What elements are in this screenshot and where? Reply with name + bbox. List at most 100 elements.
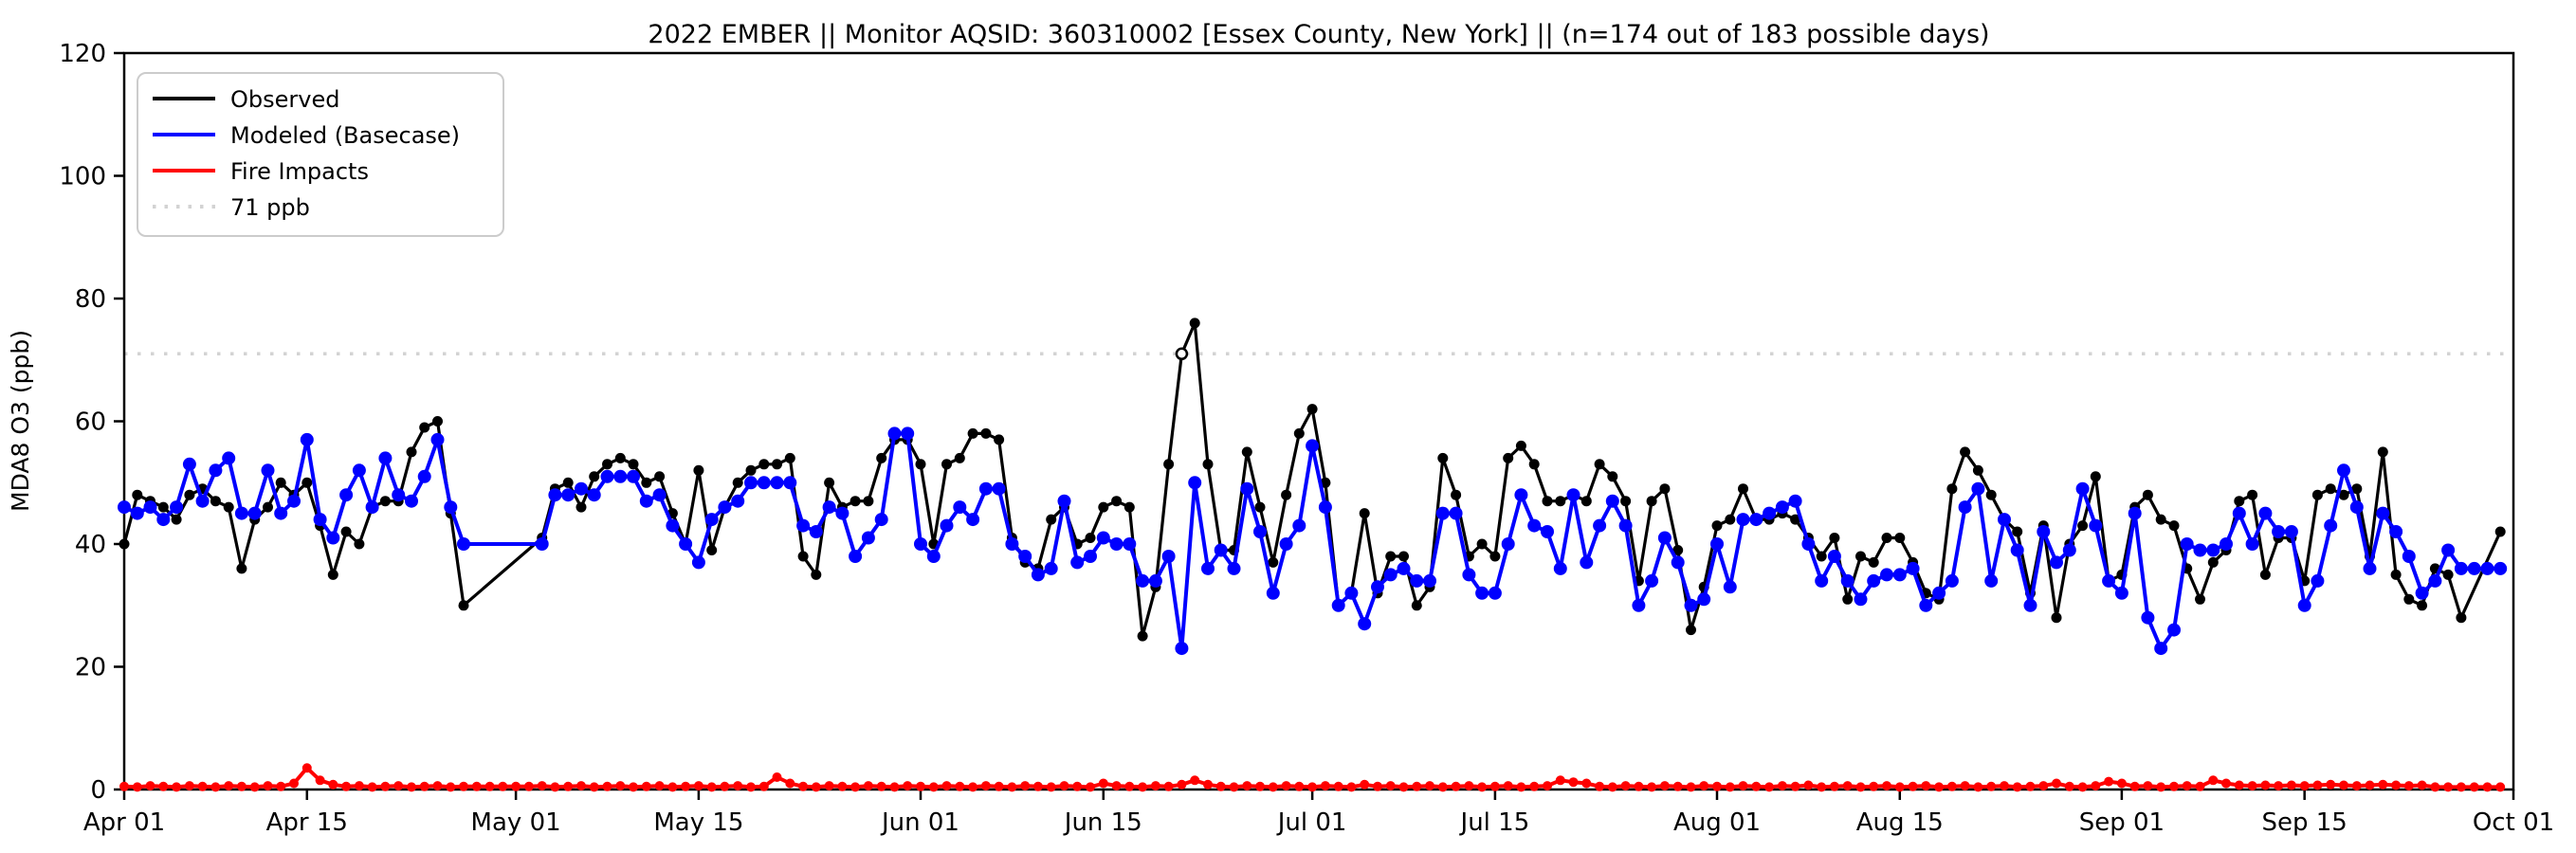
- data-point-modeled: [118, 500, 131, 515]
- data-point-modeled: [613, 469, 628, 483]
- data-point-modeled: [352, 463, 366, 478]
- data-point-fire: [2000, 781, 2009, 791]
- data-point-fire: [2234, 780, 2244, 790]
- data-point-modeled: [130, 506, 144, 520]
- data-point-observed: [419, 422, 430, 433]
- legend-box: [137, 72, 504, 237]
- data-point-modeled: [731, 494, 745, 508]
- data-point-modeled: [887, 426, 902, 441]
- data-point-observed: [863, 496, 874, 507]
- data-point-fire: [681, 781, 691, 791]
- data-point-modeled: [2376, 506, 2390, 520]
- data-point-modeled: [1763, 506, 1777, 520]
- data-point-fire: [1294, 781, 1305, 791]
- data-point-fire: [772, 772, 782, 782]
- data-point-modeled: [156, 513, 171, 527]
- data-point-observed: [745, 464, 757, 476]
- data-point-fire: [1568, 777, 1579, 788]
- data-point-observed: [2325, 483, 2336, 495]
- data-point-observed: [184, 489, 195, 500]
- data-point-observed: [1816, 551, 1827, 562]
- data-point-observed: [2234, 496, 2245, 507]
- data-point-fire: [916, 781, 925, 791]
- data-point-modeled: [1227, 561, 1241, 575]
- data-point-modeled: [2363, 561, 2377, 575]
- data-point-fire: [1138, 782, 1148, 792]
- data-point-fire: [1203, 779, 1213, 789]
- data-point-modeled: [2480, 561, 2494, 575]
- data-point-fire: [1647, 782, 1657, 792]
- data-point-fire: [1725, 782, 1735, 792]
- data-point-fire: [1007, 782, 1017, 792]
- data-point-modeled: [1867, 573, 1881, 588]
- data-point-observed: [941, 459, 952, 470]
- data-point-fire: [1738, 781, 1748, 791]
- data-point-modeled: [2337, 463, 2350, 478]
- data-point-fire: [2195, 781, 2205, 791]
- data-point-modeled: [2089, 518, 2103, 533]
- data-point-fire: [407, 782, 416, 792]
- data-point-fire: [889, 782, 900, 792]
- data-point-fire: [459, 781, 468, 791]
- data-point-modeled: [1580, 555, 1594, 570]
- data-point-observed: [2155, 514, 2166, 525]
- data-point-fire: [1437, 782, 1448, 792]
- data-point-fire: [1124, 781, 1135, 791]
- data-point-modeled: [1527, 518, 1542, 533]
- data-point-fire: [2077, 782, 2088, 792]
- data-point-modeled: [143, 500, 157, 515]
- data-point-modeled: [874, 513, 888, 527]
- data-point-fire: [523, 781, 534, 791]
- data-point-fire: [341, 781, 352, 791]
- data-point-fire: [1451, 781, 1461, 791]
- data-point-fire: [602, 781, 612, 791]
- data-point-modeled: [392, 488, 406, 502]
- data-point-observed: [980, 427, 992, 439]
- data-point-fire: [446, 782, 456, 792]
- data-point-fire: [1634, 781, 1644, 791]
- data-point-fire: [863, 781, 873, 791]
- data-point-fire: [2091, 781, 2101, 791]
- data-point-modeled: [1801, 537, 1816, 551]
- data-point-fire: [172, 782, 182, 792]
- data-point-modeled: [1057, 494, 1071, 508]
- data-point-observed: [1646, 496, 1657, 507]
- data-point-fire: [1477, 782, 1488, 792]
- data-point-fire: [367, 782, 377, 792]
- data-point-modeled: [835, 506, 850, 520]
- data-point-fire: [2469, 782, 2479, 792]
- data-point-fire: [733, 781, 743, 791]
- data-point-modeled: [1109, 537, 1124, 551]
- data-point-modeled: [1383, 568, 1398, 582]
- data-point-fire: [132, 782, 142, 792]
- data-point-modeled: [1593, 518, 1607, 533]
- x-axis-tick-label: Apr 01: [83, 808, 165, 837]
- data-point-observed: [1398, 551, 1409, 562]
- data-point-modeled: [417, 469, 431, 483]
- data-point-observed: [1175, 347, 1189, 361]
- data-point-fire: [1373, 781, 1382, 791]
- data-point-modeled: [2050, 555, 2063, 570]
- data-point-observed: [223, 501, 234, 513]
- x-axis-tick-label: Apr 15: [266, 808, 348, 837]
- data-point-fire: [498, 781, 508, 791]
- data-point-modeled: [2102, 573, 2116, 588]
- data-point-modeled: [2467, 561, 2481, 575]
- data-point-observed: [1385, 551, 1397, 562]
- data-point-fire: [2365, 780, 2375, 790]
- data-point-observed: [1868, 556, 1879, 568]
- x-axis-tick-label: Sep 01: [2079, 808, 2165, 837]
- data-point-observed: [1241, 446, 1252, 458]
- data-point-observed: [1320, 477, 1331, 488]
- data-point-observed: [811, 569, 822, 580]
- data-point-fire: [2443, 782, 2454, 792]
- data-point-fire: [119, 781, 129, 791]
- data-point-fire: [419, 781, 429, 791]
- data-point-fire: [484, 781, 495, 791]
- data-point-modeled: [2180, 537, 2194, 551]
- data-point-modeled: [1854, 592, 1868, 607]
- data-point-fire: [1803, 780, 1814, 790]
- data-point-fire: [1672, 781, 1683, 791]
- axis-ticks: Apr 01 Apr 15 May 01 May 15 Jun 01 Jun 15 Jul …: [59, 40, 2554, 837]
- data-point-fire: [1072, 781, 1083, 791]
